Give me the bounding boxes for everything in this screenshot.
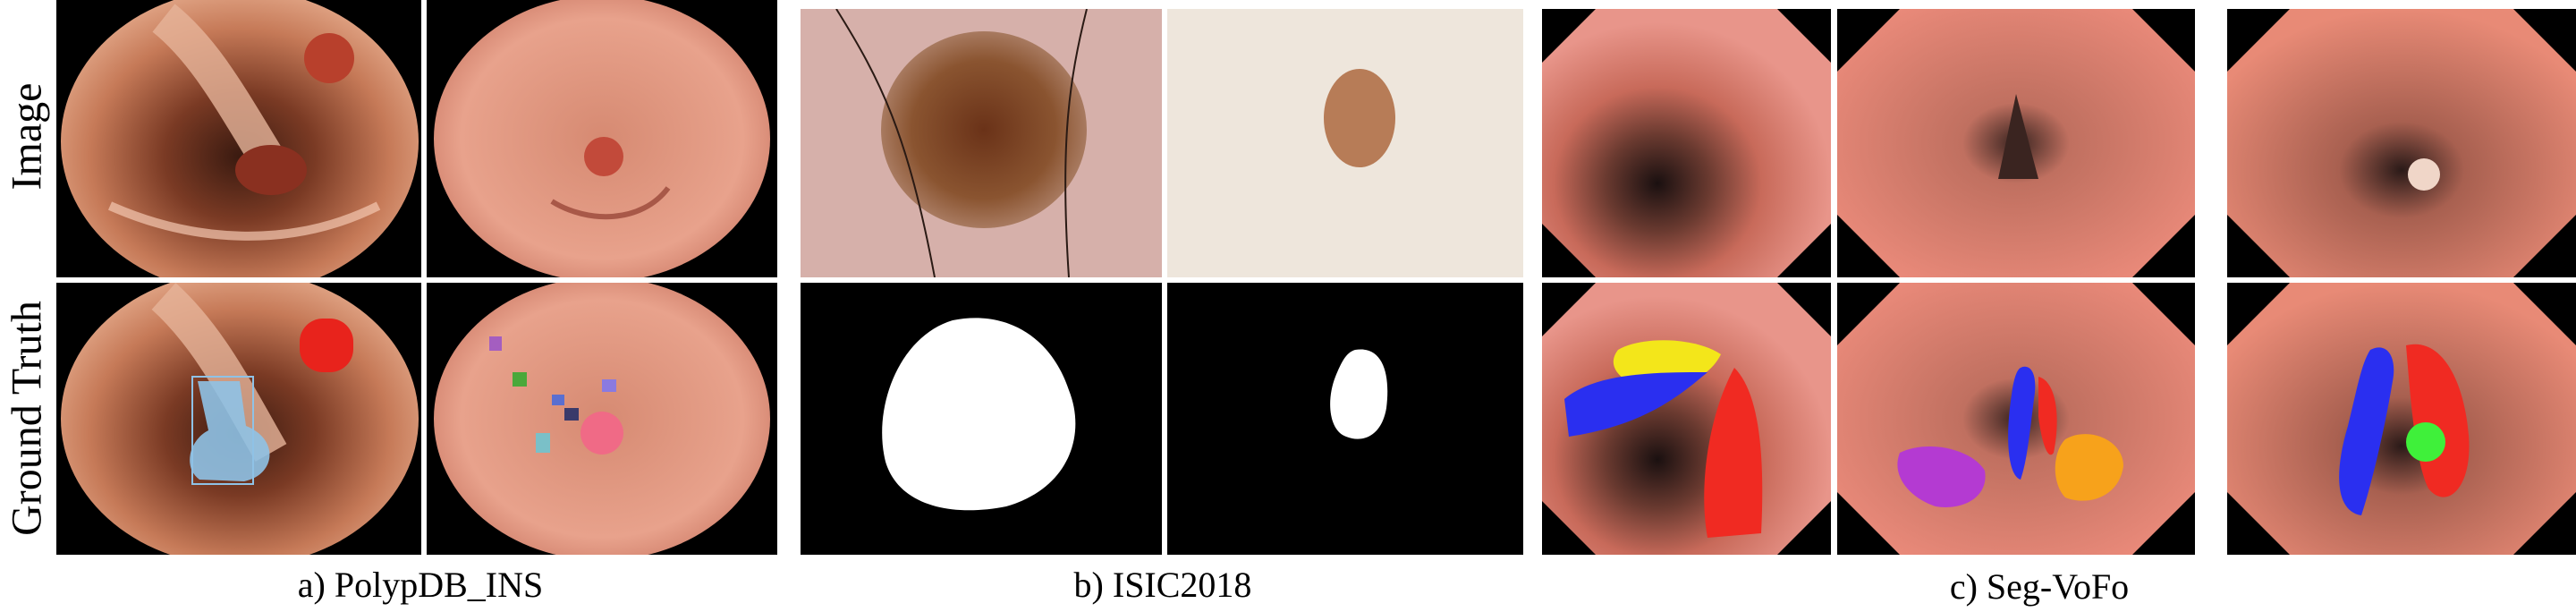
vocal-fold-mask-blue (1564, 372, 1707, 437)
isic-image-1 (801, 9, 1162, 277)
polyp-mask-lightblue (190, 381, 270, 481)
vocal-fold-mask-orange (2055, 434, 2123, 501)
segvofo-ground-truth-2 (1837, 283, 2195, 555)
caption-polypdb: a) PolypDB_INS (297, 565, 544, 605)
vocal-fold-mask-blue-2 (2008, 366, 2036, 480)
row-label-ground-truth: Ground Truth (3, 301, 51, 536)
segvofo-image-3 (2227, 9, 2576, 277)
polypdb-ground-truth-1 (56, 283, 421, 555)
polyp-mask-pink (580, 412, 623, 455)
vocal-fold-mask-red-2 (2038, 377, 2057, 455)
row-label-image: Image (3, 82, 51, 191)
lesion-mask-1 (882, 318, 1076, 511)
isic-ground-truth-1 (801, 283, 1162, 555)
polypdb-image-1 (56, 0, 421, 277)
isic-ground-truth-2 (1167, 283, 1523, 555)
lesion-mask-2 (1330, 349, 1388, 439)
vocal-fold-mask-red (1704, 368, 1763, 538)
polyp-mask-red (300, 319, 353, 372)
vocal-fold-mask-green (2406, 422, 2445, 462)
segvofo-ground-truth-3 (2227, 283, 2576, 555)
polypdb-ground-truth-2 (427, 283, 777, 555)
segvofo-image-1 (1542, 9, 1831, 277)
segvofo-ground-truth-1 (1542, 283, 1831, 555)
caption-isic: b) ISIC2018 (1073, 565, 1252, 605)
vocal-fold-mask-blue-3 (2339, 347, 2394, 515)
polypdb-image-2 (427, 0, 777, 277)
caption-segvofo: c) Seg-VoFo (1949, 566, 2130, 607)
isic-image-2 (1167, 9, 1523, 277)
vocal-fold-mask-purple (1897, 446, 1986, 507)
segvofo-image-2 (1837, 9, 2195, 277)
